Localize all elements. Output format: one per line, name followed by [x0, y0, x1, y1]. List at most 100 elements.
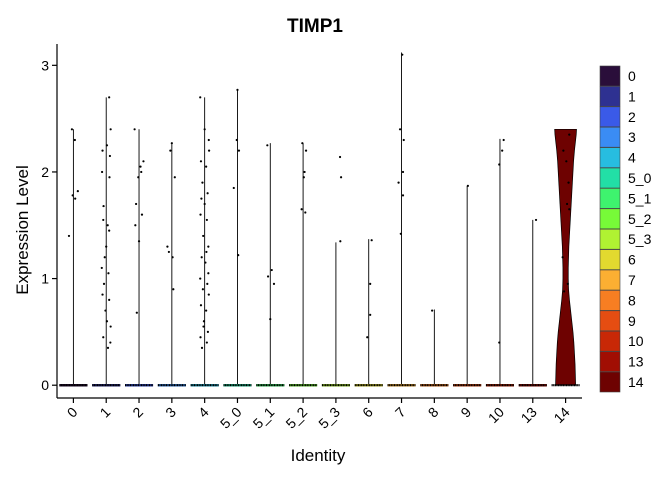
legend-label: 8 [628, 292, 636, 308]
y-axis-title: Expression Level [13, 165, 32, 294]
data-point [498, 341, 501, 344]
data-point [200, 346, 204, 349]
x-tick-label: 6 [359, 404, 376, 421]
data-point [108, 229, 111, 232]
data-point [207, 245, 210, 248]
legend-label: 0 [628, 68, 636, 84]
data-point [205, 309, 208, 312]
legend: 0 1 2 3 4 5_0 5_1 5_2 5_3 6 7 8 9 10 13 14 [599, 65, 652, 393]
data-point [369, 313, 372, 316]
data-point [401, 194, 405, 197]
y-ticks: 0 1 2 3 [41, 57, 57, 393]
data-point [134, 202, 138, 206]
x-tick-label: 0 [64, 404, 81, 421]
legend-label: 10 [628, 333, 644, 349]
legend-label: 14 [628, 374, 644, 390]
data-point [236, 88, 239, 91]
points-layer [67, 53, 571, 349]
data-point [74, 197, 77, 200]
data-point [399, 232, 402, 235]
data-point [568, 133, 571, 136]
data-point [303, 170, 306, 174]
legend-swatch [599, 65, 621, 87]
data-point [205, 165, 208, 168]
data-point [202, 325, 205, 328]
data-point [70, 128, 74, 131]
data-point [235, 138, 238, 142]
legend-swatch [599, 269, 621, 291]
data-point [339, 240, 342, 243]
x-tick-label: 2 [129, 404, 146, 421]
data-point [270, 268, 273, 272]
data-point [105, 144, 109, 147]
legend-label: 4 [628, 150, 636, 166]
legend-swatch [599, 371, 621, 393]
data-point [172, 288, 175, 291]
x-tick-label: 5_0 [217, 404, 245, 432]
data-point [109, 128, 112, 131]
legend-label: 5_1 [628, 190, 652, 206]
data-point [167, 250, 170, 254]
data-point [133, 128, 136, 131]
data-point [104, 309, 107, 312]
data-point [173, 176, 176, 179]
data-point [200, 197, 203, 200]
data-point [431, 309, 434, 312]
data-point [301, 142, 304, 145]
data-point [338, 155, 342, 159]
data-point [102, 336, 105, 339]
data-point [207, 149, 211, 152]
x-axis-title: Identity [291, 446, 346, 465]
data-point [199, 213, 202, 216]
data-point [563, 290, 566, 293]
data-point [366, 336, 369, 339]
y-tick-label: 0 [41, 377, 49, 393]
data-point [102, 218, 105, 222]
data-point [202, 320, 206, 323]
data-point [501, 149, 504, 152]
data-point [502, 138, 505, 142]
data-point [199, 96, 202, 99]
x-tick-label: 5_1 [250, 404, 278, 432]
data-point [567, 181, 570, 184]
legend-label: 7 [628, 272, 636, 288]
data-point [108, 96, 111, 99]
data-point [102, 204, 105, 208]
data-point [135, 311, 138, 314]
data-point [166, 245, 169, 248]
data-point [199, 304, 203, 307]
data-point [109, 341, 112, 344]
legend-label: 6 [628, 252, 636, 268]
data-point [140, 213, 144, 216]
data-point [203, 202, 206, 206]
data-point [169, 149, 172, 152]
data-point [105, 320, 109, 323]
legend-label: 1 [628, 88, 636, 104]
data-point [397, 181, 400, 184]
data-point [401, 170, 405, 174]
data-point [71, 194, 74, 197]
data-point [140, 170, 143, 174]
legend-label: 5_0 [628, 170, 652, 186]
data-point [100, 170, 104, 174]
data-point [207, 293, 210, 296]
data-point [103, 256, 106, 259]
legend-label: 5_3 [628, 231, 652, 247]
data-point [73, 138, 76, 142]
legend-swatch [599, 208, 621, 230]
data-point [466, 184, 469, 187]
data-point [200, 256, 203, 259]
data-point [203, 128, 206, 131]
data-point [205, 218, 208, 222]
data-point [369, 282, 372, 286]
data-point [232, 186, 235, 190]
legend-swatch [599, 147, 621, 168]
x-tick-label: 4 [195, 404, 212, 421]
chart-title: TIMP1 [287, 16, 343, 37]
data-point [139, 165, 142, 168]
data-point [106, 346, 110, 349]
data-point [565, 160, 568, 163]
legend-label: 9 [628, 313, 636, 329]
legend-label: 13 [628, 354, 644, 370]
